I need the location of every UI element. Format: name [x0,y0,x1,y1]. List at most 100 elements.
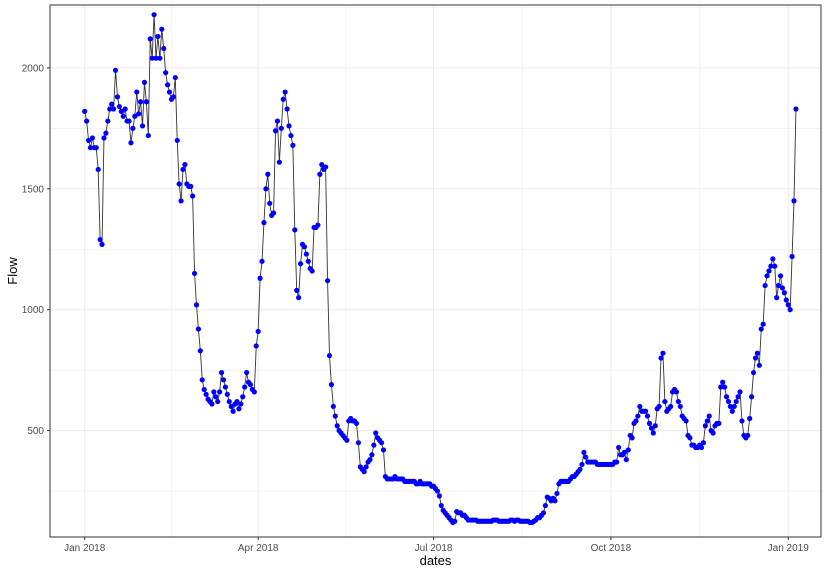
data-point [82,108,88,114]
data-point [195,326,202,332]
data-point [722,384,728,390]
data-point [762,282,768,289]
data-point [222,384,228,390]
data-point [787,307,793,313]
data-point [265,171,271,177]
data-point [729,408,735,414]
data-point [126,118,132,124]
data-point [274,118,281,124]
data-point [197,348,203,354]
data-point [779,285,786,291]
data-point [323,164,329,170]
data-point [739,418,745,424]
data-point [305,258,311,264]
data-point [706,413,712,419]
data-point [637,403,643,410]
data-point [700,440,707,446]
x-tick-label: Jan 2018 [64,543,106,554]
data-point [122,106,128,112]
x-tick-label: Apr 2018 [238,543,279,554]
panel-border [49,4,822,538]
data-point [180,166,186,173]
data-point [174,137,180,144]
data-point [218,369,225,376]
data-point [371,442,377,448]
data-point [220,377,227,383]
data-point [716,420,722,426]
data-point [542,502,548,509]
data-point [137,99,144,105]
data-point [720,379,726,385]
data-point [253,343,259,349]
data-point [785,302,791,308]
data-point [217,389,223,395]
data-point [540,510,547,516]
data-point [257,275,263,281]
data-point [255,328,261,335]
data-point [650,430,656,436]
data-point [190,193,196,199]
data-point [297,261,304,267]
data-point [328,382,335,388]
data-point [172,74,178,81]
data-point [272,128,279,134]
data-point [161,45,167,52]
data-point [176,181,182,187]
data-point [793,106,799,112]
data-point [334,423,340,429]
data-point [783,297,789,303]
data-point [309,268,315,274]
series-line [84,14,797,524]
data-point [95,166,101,173]
data-point [652,423,658,429]
data-point [147,36,153,42]
x-axis-title: dates [420,553,452,568]
data-point [284,106,290,112]
data-point [191,270,198,277]
data-point [662,398,668,405]
data-point [725,398,732,405]
data-point [97,236,103,243]
data-point [367,457,373,463]
data-point [228,403,234,410]
data-point [99,241,105,247]
data-point [583,454,589,460]
data-point [240,394,246,400]
data-point [193,302,200,308]
data-point [330,403,336,410]
data-point [737,389,743,395]
data-point [134,89,140,95]
data-point [213,394,219,400]
data-point [215,398,221,405]
line-layer [84,14,797,524]
data-point [85,137,92,144]
data-point [363,464,369,470]
data-point [230,408,236,414]
data-point [552,498,558,504]
data-point [752,355,759,361]
y-tick-label: 500 [27,426,44,437]
data-point [136,111,142,117]
data-point [623,457,629,463]
data-point [188,183,194,189]
data-point [324,278,331,284]
data-point [735,394,741,400]
data-point [704,418,710,424]
data-point [292,227,298,233]
data-point [723,394,730,400]
data-point [259,258,265,264]
data-point [301,244,308,250]
data-point [130,125,136,131]
data-point [84,118,90,124]
data-point [633,418,639,424]
data-point [756,362,762,368]
data-point [438,502,444,509]
data-point [766,268,772,274]
data-point [159,26,165,32]
x-tick-label: Oct 2018 [591,543,632,554]
data-point [211,389,217,395]
data-point [209,401,215,407]
data-point [687,435,693,441]
data-point [145,132,151,139]
